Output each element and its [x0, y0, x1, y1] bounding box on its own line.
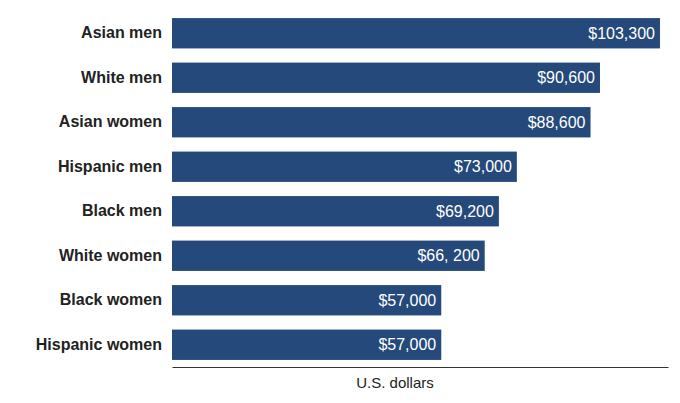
category-label: Black men: [82, 202, 162, 219]
bar: [172, 241, 485, 271]
data-label: $103,300: [588, 25, 655, 42]
x-axis-line: [173, 367, 669, 368]
data-label: $66, 200: [417, 247, 479, 264]
data-label: $69,200: [436, 203, 494, 220]
category-label: Hispanic women: [36, 336, 162, 353]
bar: [172, 18, 660, 48]
x-axis: [173, 367, 669, 368]
category-label: White women: [59, 247, 162, 264]
bar: [172, 330, 441, 360]
data-labels: $103,300 $90,600 $88,600 $73,000 $69,200 $66,…: [378, 25, 655, 354]
y-tick: White women: [59, 247, 172, 264]
category-label: Asian men: [81, 24, 162, 41]
y-axis: Asian men White men Asian women Hispanic me…: [36, 24, 172, 353]
bar: [172, 152, 517, 182]
bar: [172, 107, 591, 137]
y-tick: Black men: [82, 202, 172, 219]
data-label: $88,600: [528, 114, 586, 131]
bar: [172, 196, 499, 226]
bar: [172, 285, 441, 315]
category-label: White men: [81, 69, 162, 86]
y-tick: Hispanic men: [58, 158, 172, 175]
y-tick: Asian women: [59, 113, 172, 130]
y-tick: White men: [81, 69, 172, 86]
category-label: Asian women: [59, 113, 162, 130]
y-tick: Hispanic women: [36, 336, 172, 353]
bar: [172, 63, 600, 93]
bars: [172, 18, 660, 360]
data-label: $57,000: [378, 336, 436, 353]
category-label: Black women: [60, 291, 162, 308]
y-tick: Black women: [60, 291, 172, 308]
y-tick: Asian men: [81, 24, 172, 41]
chart: Asian men White men Asian women Hispanic me…: [0, 0, 680, 403]
data-label: $73,000: [454, 158, 512, 175]
category-label: Hispanic men: [58, 158, 162, 175]
data-label: $90,600: [537, 69, 595, 86]
data-label: $57,000: [378, 292, 436, 309]
x-axis-title: U.S. dollars: [356, 374, 434, 391]
